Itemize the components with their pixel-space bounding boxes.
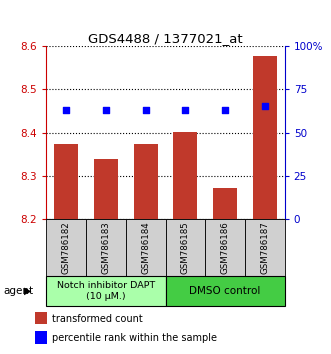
Title: GDS4488 / 1377021_at: GDS4488 / 1377021_at — [88, 32, 243, 45]
Point — [103, 107, 109, 113]
Bar — [35, 312, 47, 324]
Text: DMSO control: DMSO control — [189, 286, 261, 296]
Text: GSM786185: GSM786185 — [181, 221, 190, 274]
Bar — [253, 56, 277, 219]
Point — [143, 107, 148, 113]
Bar — [173, 132, 197, 219]
Bar — [205, 219, 245, 276]
Bar — [134, 144, 158, 219]
Point — [183, 107, 188, 113]
Text: GSM786187: GSM786187 — [260, 221, 269, 274]
Text: Notch inhibitor DAPT
(10 μM.): Notch inhibitor DAPT (10 μM.) — [57, 281, 155, 301]
Point — [222, 107, 228, 113]
Text: GSM786182: GSM786182 — [62, 221, 71, 274]
Text: ▶: ▶ — [24, 286, 32, 296]
Text: percentile rank within the sample: percentile rank within the sample — [52, 333, 217, 343]
Bar — [213, 188, 237, 219]
Point — [262, 103, 267, 109]
Bar — [46, 276, 166, 306]
Bar — [94, 159, 118, 219]
Text: transformed count: transformed count — [52, 314, 143, 324]
Bar — [166, 219, 205, 276]
Bar — [245, 219, 285, 276]
Bar — [46, 219, 86, 276]
Text: agent: agent — [3, 286, 33, 296]
Bar — [126, 219, 166, 276]
Point — [64, 107, 69, 113]
Bar — [54, 144, 78, 219]
Text: GSM786184: GSM786184 — [141, 221, 150, 274]
Text: GSM786183: GSM786183 — [101, 221, 111, 274]
Bar — [86, 219, 126, 276]
Bar — [35, 331, 47, 344]
Text: GSM786186: GSM786186 — [220, 221, 230, 274]
Bar — [166, 276, 285, 306]
